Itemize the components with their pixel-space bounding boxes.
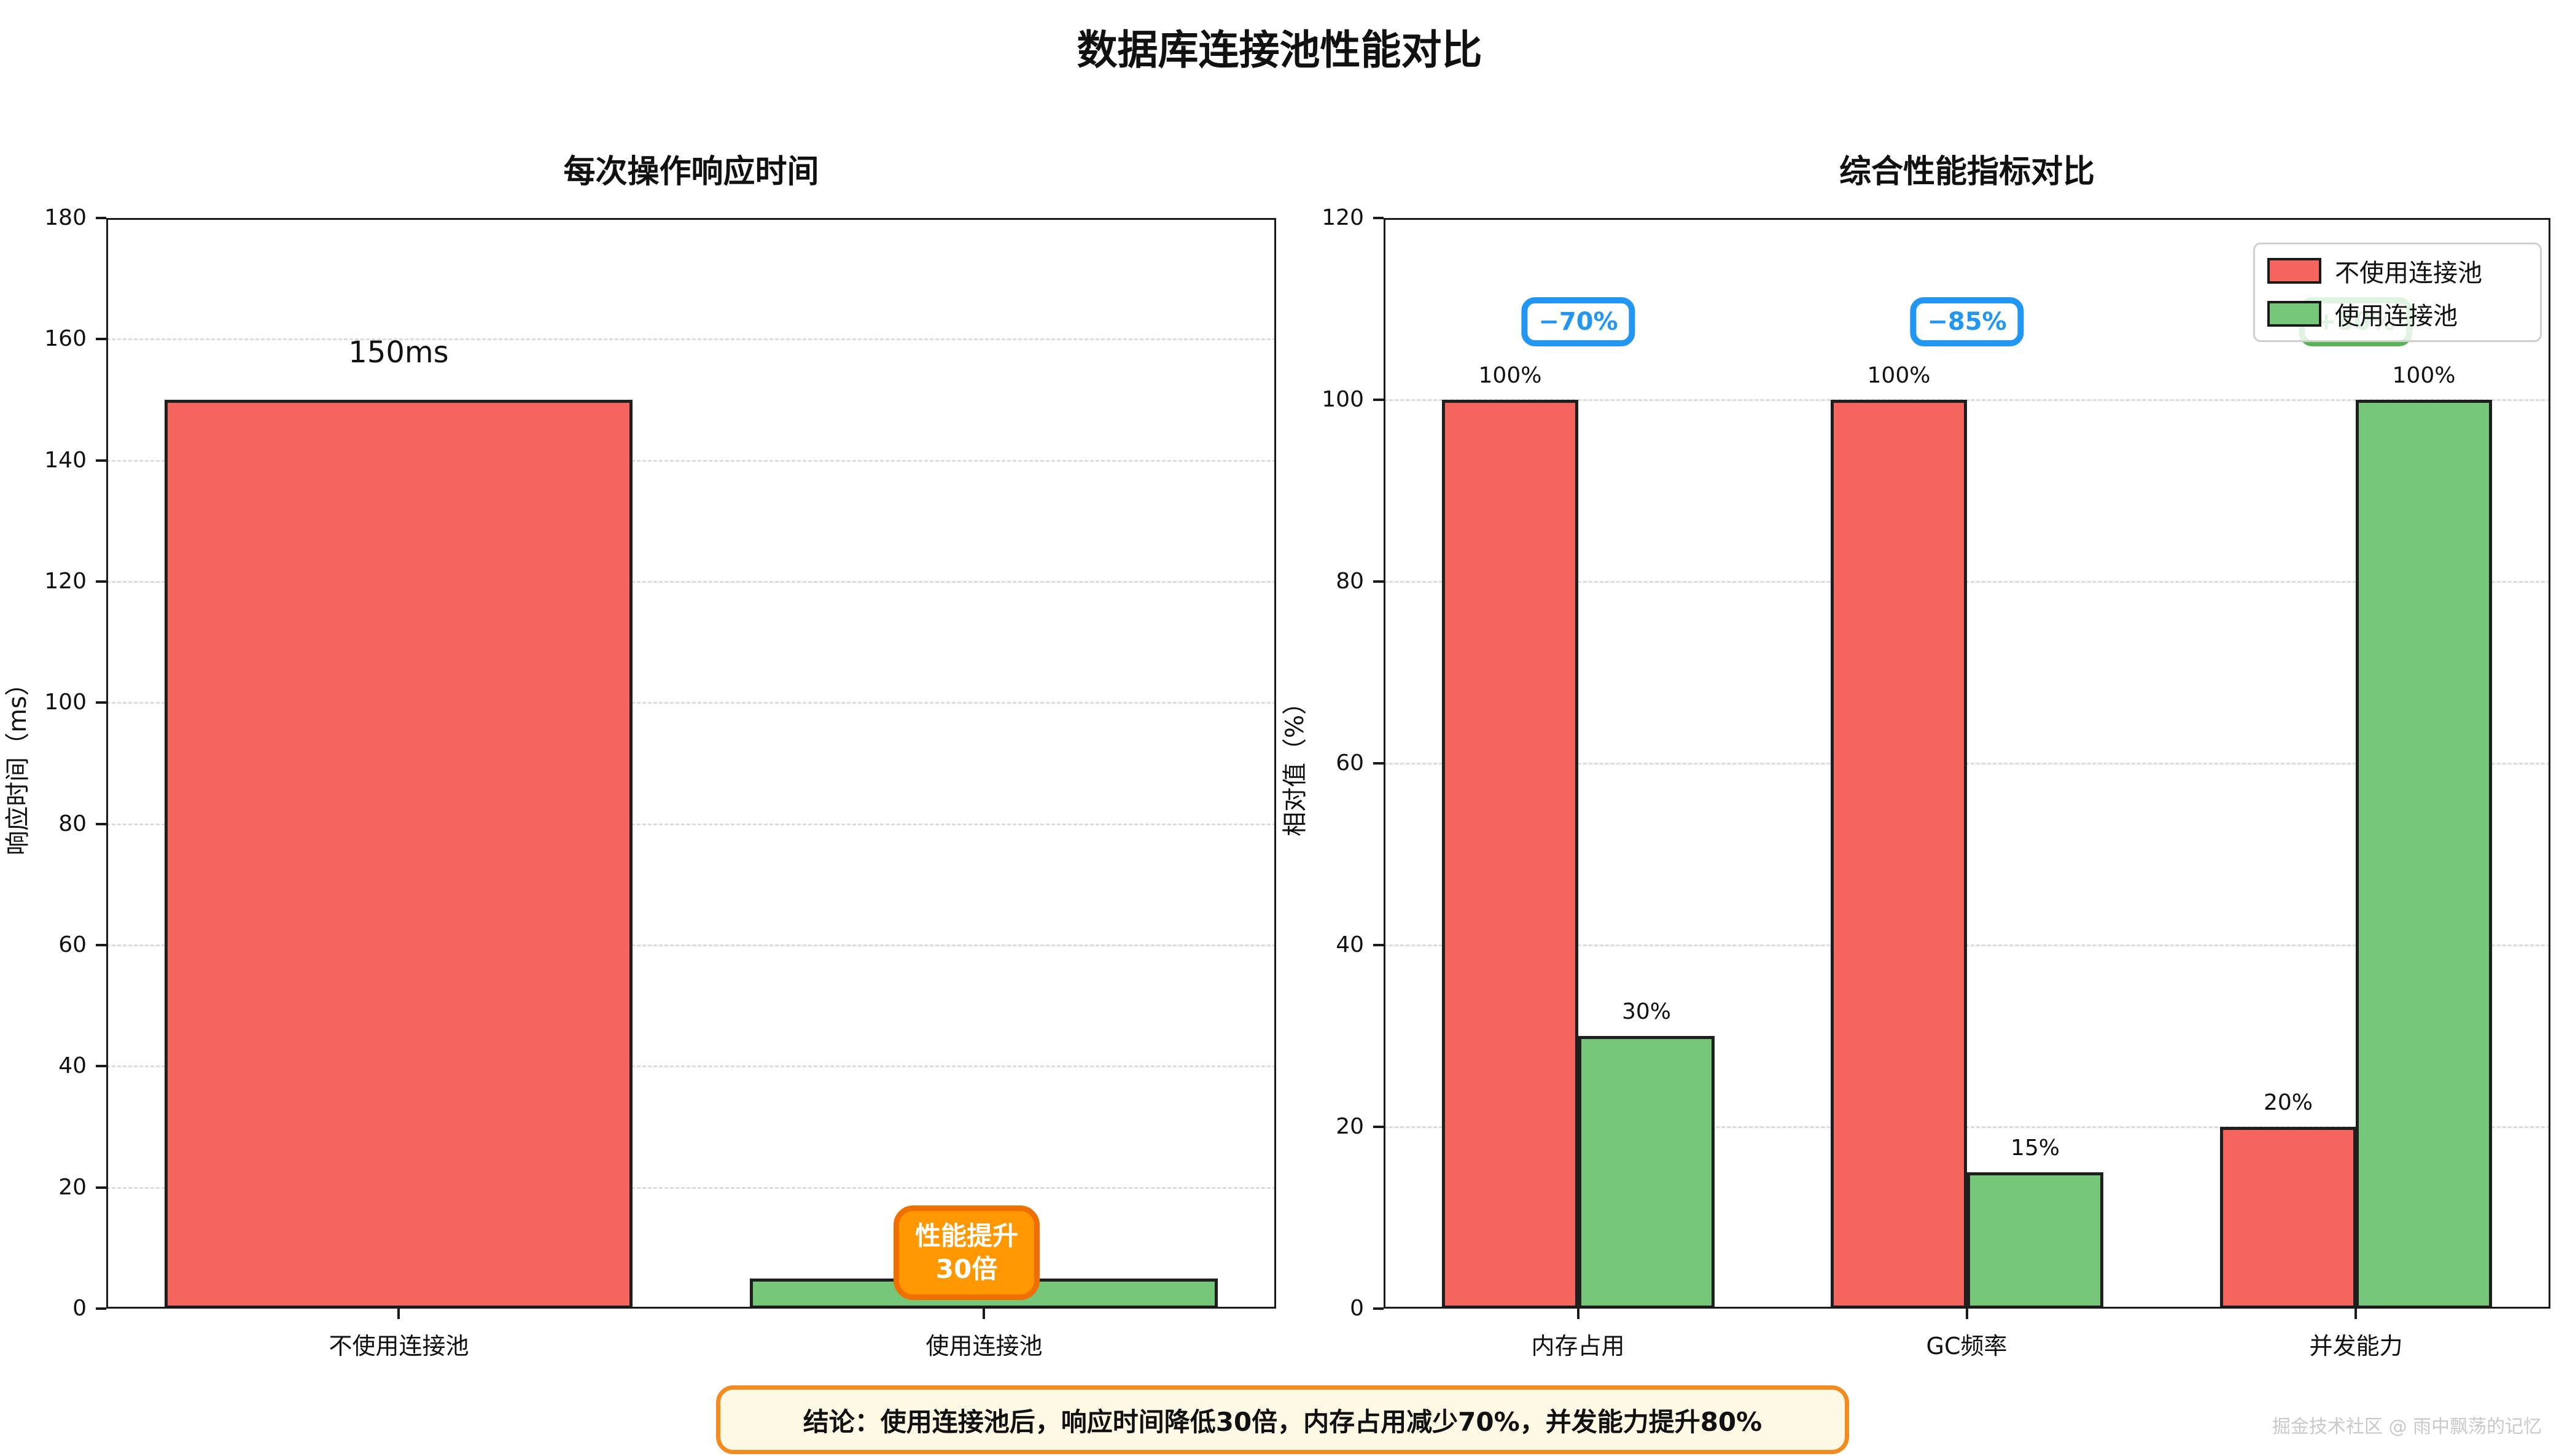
y-tick-label-120: 120 — [44, 569, 87, 594]
response-time-chart-frame — [106, 218, 1276, 1309]
change-badge-0: −70% — [1521, 297, 1635, 346]
y-tick-label-0: 0 — [1350, 1296, 1364, 1321]
speedup-badge: 性能提升 30倍 — [893, 1205, 1040, 1300]
x-tick-label-0: 内存占用 — [1531, 1333, 1625, 1360]
bar-value-label-内存占用-使用连接池: 30% — [1621, 999, 1671, 1024]
metrics-chart-frame — [1384, 218, 2550, 1309]
speedup-badge-line-0: 性能提升 — [914, 1221, 1019, 1251]
x-tick-mark-1 — [983, 1309, 985, 1319]
y-tick-label-60: 60 — [1336, 750, 1364, 776]
bar-GC频率-不使用连接池 — [1831, 400, 1967, 1309]
y-tick-mark-180 — [96, 217, 106, 219]
response-time-chart-title: 每次操作响应时间 — [563, 154, 819, 190]
y-tick-label-0: 0 — [72, 1296, 87, 1321]
y-tick-label-140: 140 — [44, 448, 87, 473]
gridline-80 — [106, 823, 1276, 825]
legend-swatch-green — [2267, 301, 2321, 327]
legend: 不使用连接池 使用连接池 — [2253, 243, 2542, 342]
gridline-60 — [1384, 763, 2550, 765]
y-tick-label-40: 40 — [58, 1053, 87, 1078]
y-tick-mark-100 — [1373, 399, 1384, 401]
y-tick-label-40: 40 — [1336, 932, 1364, 957]
speedup-badge-line-1: 30倍 — [935, 1253, 998, 1284]
legend-label-0: 不使用连接池 — [2335, 259, 2482, 287]
bar-内存占用-使用连接池 — [1578, 1036, 1715, 1309]
gridline-20 — [1384, 1126, 2550, 1128]
bar-内存占用-不使用连接池 — [1442, 400, 1578, 1309]
y-tick-label-80: 80 — [1336, 569, 1364, 594]
gridline-60 — [106, 944, 1276, 946]
x-tick-mark-1 — [1966, 1309, 1968, 1319]
gridline-100 — [1384, 399, 2550, 401]
y-tick-label-100: 100 — [1322, 387, 1364, 412]
gridline-40 — [106, 1065, 1276, 1067]
metrics-chart-title: 综合性能指标对比 — [1839, 154, 2095, 190]
y-tick-label-60: 60 — [58, 932, 87, 957]
gridline-140 — [106, 460, 1276, 462]
y-tick-mark-100 — [96, 701, 106, 704]
bar-value-label-并发能力-使用连接池: 100% — [2392, 363, 2456, 388]
gridline-40 — [1384, 944, 2550, 946]
bar-value-label-GC频率-不使用连接池: 100% — [1867, 363, 1931, 388]
legend-item-1: 使用连接池 — [2267, 296, 2528, 332]
y-tick-mark-120 — [1373, 217, 1384, 219]
x-tick-label-2: 并发能力 — [2309, 1333, 2403, 1360]
y-tick-mark-40 — [1373, 944, 1384, 946]
x-tick-label-0: 不使用连接池 — [329, 1333, 469, 1360]
bar-并发能力-使用连接池 — [2356, 400, 2492, 1309]
conclusion-text: 结论：使用连接池后，响应时间降低30倍，内存占用减少70%，并发能力提升80% — [803, 1406, 1762, 1437]
y-tick-mark-140 — [96, 459, 106, 462]
y-tick-mark-60 — [96, 944, 106, 946]
y-tick-label-120: 120 — [1322, 205, 1364, 230]
y-tick-mark-160 — [96, 338, 106, 340]
y-tick-label-180: 180 — [44, 205, 87, 230]
x-tick-mark-0 — [1577, 1309, 1579, 1319]
legend-item-0: 不使用连接池 — [2267, 253, 2528, 289]
y-tick-mark-80 — [1373, 580, 1384, 583]
bar-不使用连接池 — [165, 400, 633, 1309]
x-tick-mark-0 — [397, 1309, 400, 1319]
bar-value-label-内存占用-不使用连接池: 100% — [1478, 363, 1542, 388]
x-tick-label-1: GC频率 — [1926, 1333, 2008, 1360]
y-tick-label-80: 80 — [58, 811, 87, 836]
gridline-80 — [1384, 581, 2550, 583]
bar-value-label-GC频率-使用连接池: 15% — [2010, 1135, 2060, 1161]
y-tick-mark-0 — [1373, 1307, 1384, 1310]
x-tick-label-1: 使用连接池 — [925, 1333, 1043, 1360]
x-tick-mark-2 — [2355, 1309, 2357, 1319]
main-title: 数据库连接池性能对比 — [1077, 26, 1482, 74]
y-tick-mark-20 — [1373, 1126, 1384, 1128]
y-tick-mark-40 — [96, 1065, 106, 1067]
legend-swatch-red — [2267, 258, 2321, 284]
conclusion-box: 结论：使用连接池后，响应时间降低30倍，内存占用减少70%，并发能力提升80% — [716, 1385, 1849, 1454]
y-tick-label-20: 20 — [58, 1175, 87, 1200]
y-tick-label-160: 160 — [44, 326, 87, 351]
bar-GC频率-使用连接池 — [1967, 1172, 2103, 1309]
bar-value-label-不使用连接池: 150ms — [348, 335, 449, 370]
y-tick-mark-60 — [1373, 762, 1384, 765]
gridline-100 — [106, 702, 1276, 704]
gridline-20 — [106, 1187, 1276, 1189]
gridline-160 — [106, 338, 1276, 340]
watermark: 掘金技术社区 @ 雨中飘荡的记忆 — [2272, 1416, 2542, 1438]
bar-并发能力-不使用连接池 — [2220, 1127, 2356, 1309]
legend-label-1: 使用连接池 — [2335, 302, 2458, 330]
y-tick-mark-120 — [96, 580, 106, 583]
y-tick-mark-20 — [96, 1186, 106, 1189]
bar-value-label-并发能力-不使用连接池: 20% — [2263, 1090, 2313, 1115]
y-tick-mark-80 — [96, 823, 106, 825]
y-tick-label-20: 20 — [1336, 1114, 1364, 1139]
y-tick-label-100: 100 — [44, 690, 87, 715]
gridline-120 — [106, 581, 1276, 583]
change-badge-1: −85% — [1910, 297, 2024, 346]
y-tick-mark-0 — [96, 1307, 106, 1310]
